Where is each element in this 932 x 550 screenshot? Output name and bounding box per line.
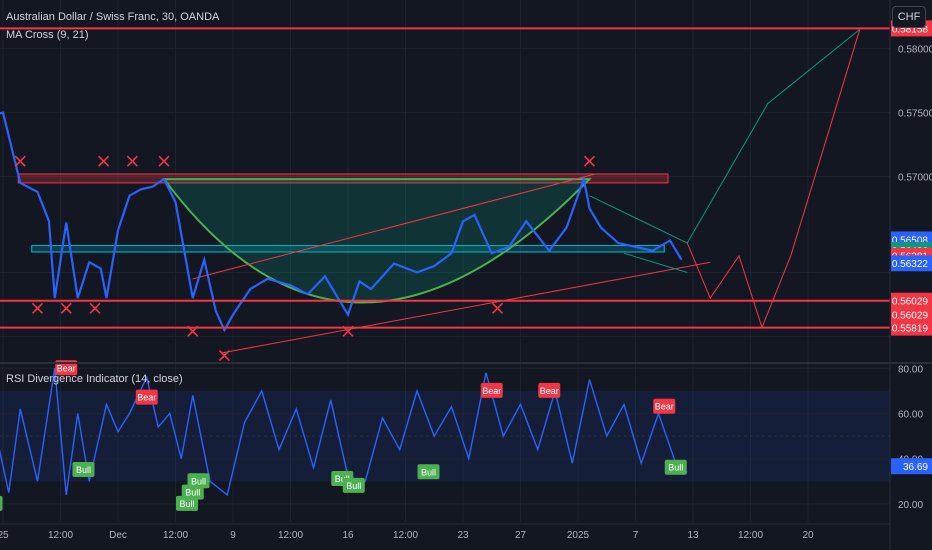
price-label: 0.56322 [892, 259, 929, 270]
signal-label: Bull [668, 463, 683, 473]
price-label: 0.56029 [892, 297, 929, 308]
rsi-value-label: 36.69 [903, 462, 928, 473]
signal-label: Bear [482, 386, 501, 396]
signal-label: Bull [185, 488, 200, 498]
markers [14, 155, 596, 362]
channel-upper-line [192, 173, 596, 280]
x-tick-label: 13 [687, 530, 699, 541]
x-marker [158, 155, 170, 167]
signal-badge [538, 382, 561, 398]
signal-label: Bear [137, 393, 156, 403]
currency-button[interactable]: CHF [892, 6, 926, 28]
signal-badge [417, 464, 440, 480]
signal-label: Bear [655, 402, 674, 412]
rsi-title: RSI Divergence Indicator (14, close) [6, 373, 183, 385]
price-label-box [891, 255, 932, 272]
x-tick-label: 16 [342, 530, 354, 541]
signal-label: Bull [76, 465, 91, 475]
patterns [162, 173, 711, 354]
x-tick-label: 12:00 [163, 530, 188, 541]
x-tick-label: 9 [230, 530, 236, 541]
x-marker [60, 302, 72, 314]
rsi-tick-label: 60.00 [898, 409, 923, 420]
signal-badge [480, 382, 503, 398]
channel-lower-line [221, 261, 711, 354]
x-tick-label: 12:00 [278, 530, 303, 541]
cup-pattern [162, 178, 592, 304]
signal-label: Bull [191, 476, 206, 486]
signal-badge [187, 473, 210, 489]
signal-label: Bull [179, 499, 194, 509]
y-tick-label: 0.57500 [898, 109, 932, 120]
price-line [0, 111, 683, 333]
signal-badge [342, 477, 365, 493]
x-tick-label: 27 [515, 530, 527, 541]
wedge-upper-line [589, 195, 688, 244]
projection-line [686, 29, 861, 244]
support-zone [31, 245, 665, 253]
price-label-box [891, 306, 932, 323]
x-tick-label: 12:00 [738, 530, 763, 541]
rsi-layer [0, 368, 688, 497]
signal-label: Bull [421, 467, 436, 477]
signal-label: Bear [57, 363, 76, 373]
x-marker [14, 155, 26, 167]
price-layer [0, 29, 861, 333]
projection-line [686, 29, 861, 329]
indicator-label: MA Cross (9, 21) [6, 29, 89, 41]
x-tick-label: 12:00 [48, 530, 73, 541]
signal-badge [55, 360, 78, 376]
x-tick-label: 12:00 [393, 530, 418, 541]
price-label: 0.56508 [892, 235, 929, 246]
y-tick-label: 0.58000 [898, 45, 932, 56]
x-marker [31, 302, 44, 314]
levels [0, 27, 890, 329]
rsi-tick-label: 20.00 [898, 500, 923, 511]
rsi-line [0, 368, 688, 497]
x-marker [583, 155, 596, 167]
signal-badge [176, 495, 198, 511]
x-tick-label: 25 [0, 530, 9, 541]
x-marker [342, 325, 354, 337]
wedge-lower-line [623, 252, 688, 273]
x-marker [187, 325, 199, 337]
signals: BearBearBearBearBearBearBearBullBullBull… [0, 360, 687, 511]
x-marker [89, 302, 101, 314]
symbol-title: Australian Dollar / Swiss Franc, 30, OAN… [6, 11, 220, 23]
x-marker [126, 155, 138, 167]
x-tick-label: 7 [633, 530, 639, 541]
signal-badge [181, 484, 204, 500]
x-tick-label: 23 [457, 530, 469, 541]
signal-badge [653, 398, 676, 414]
price-label-box [891, 319, 932, 336]
price-label-box [891, 292, 932, 309]
signal-label: Bull [346, 481, 361, 491]
price-label: 0.56029 [892, 311, 929, 322]
rsi-grid [0, 367, 890, 505]
signal-badge [664, 459, 687, 475]
rsi-tick-label: 80.00 [898, 364, 923, 375]
x-marker [218, 350, 230, 362]
signal-label: Bull [335, 474, 350, 484]
x-marker [98, 155, 110, 167]
y-tick-label: 0.57000 [898, 173, 932, 184]
signal-badge [0, 495, 3, 511]
x-tick-label: 20 [802, 530, 814, 541]
main-grid [0, 0, 890, 522]
rsi-value-box [891, 458, 932, 475]
x-tick-label: 2025 [567, 530, 590, 541]
price-label: 0.55819 [892, 324, 929, 335]
x-marker [491, 302, 504, 314]
price-label: 0.58158 [892, 24, 929, 35]
signal-badge [135, 389, 158, 405]
signal-badge [72, 462, 95, 477]
x-tick-label: Dec [109, 530, 127, 541]
signal-label: Bear [540, 386, 559, 396]
